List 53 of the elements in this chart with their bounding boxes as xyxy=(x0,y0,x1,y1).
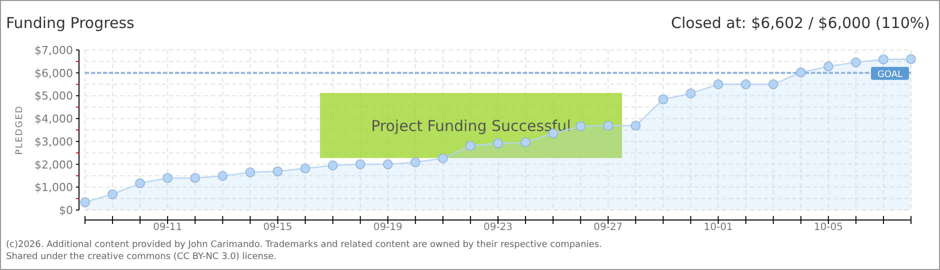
point xyxy=(493,138,503,148)
success-banner: Project Funding Successful xyxy=(320,93,622,158)
point xyxy=(576,121,586,132)
point xyxy=(218,171,228,181)
point xyxy=(740,79,751,90)
x-tick-label: 09-27 xyxy=(594,222,623,233)
y-tick-label: $3,000 xyxy=(34,135,73,148)
y-tick-label: $7,000 xyxy=(34,44,73,57)
ref-line-label: GOAL xyxy=(877,70,903,80)
y-axis-title: PLEDGED xyxy=(15,105,25,155)
point xyxy=(658,94,668,104)
point xyxy=(603,120,614,131)
x-tick-label: 09-23 xyxy=(483,222,513,233)
point xyxy=(906,54,916,64)
annotation: Project Funding Successful xyxy=(371,117,571,135)
point xyxy=(796,68,806,78)
point xyxy=(272,166,283,176)
point xyxy=(382,159,393,170)
point xyxy=(768,79,778,90)
point xyxy=(410,157,420,168)
point xyxy=(824,62,834,72)
x-tick-label: 09-19 xyxy=(373,222,402,233)
point xyxy=(466,140,476,151)
point xyxy=(135,178,145,188)
point xyxy=(851,57,861,68)
x-tick-label: 10-01 xyxy=(704,222,733,233)
point xyxy=(328,160,338,170)
point xyxy=(245,167,256,178)
chart-title: Funding Progress xyxy=(6,14,135,32)
point xyxy=(438,153,448,164)
point xyxy=(300,164,310,174)
point xyxy=(878,54,888,64)
point xyxy=(80,197,90,208)
point xyxy=(630,120,641,131)
x-tick-label: 09-15 xyxy=(263,222,292,233)
y-tick-label: $1,000 xyxy=(34,181,73,194)
x-tick-label: 09-11 xyxy=(153,222,182,233)
point xyxy=(108,189,118,200)
y-tick-label: $0 xyxy=(59,204,73,217)
y-tick-label: $2,000 xyxy=(34,158,73,172)
x-tick-label: 10-05 xyxy=(814,222,843,233)
chart-subtitle: Closed at: $6,602 / $6,000 (110%) xyxy=(671,14,930,32)
point xyxy=(713,79,724,90)
y-tick-label: $5,000 xyxy=(34,90,73,103)
text: (c)2026. Additional content provided by John Carimando. Trademarks and related content are owned by their respective companies. xyxy=(6,240,602,250)
point xyxy=(355,159,366,170)
point xyxy=(162,173,172,183)
y-tick-label: $6,000 xyxy=(34,66,73,80)
point xyxy=(520,137,530,148)
point xyxy=(686,88,696,98)
y-tick-label: $4,000 xyxy=(34,112,73,126)
text: Shared under the creative commons (CC BY-NC 3.0) license. xyxy=(6,252,277,262)
point xyxy=(190,173,200,183)
